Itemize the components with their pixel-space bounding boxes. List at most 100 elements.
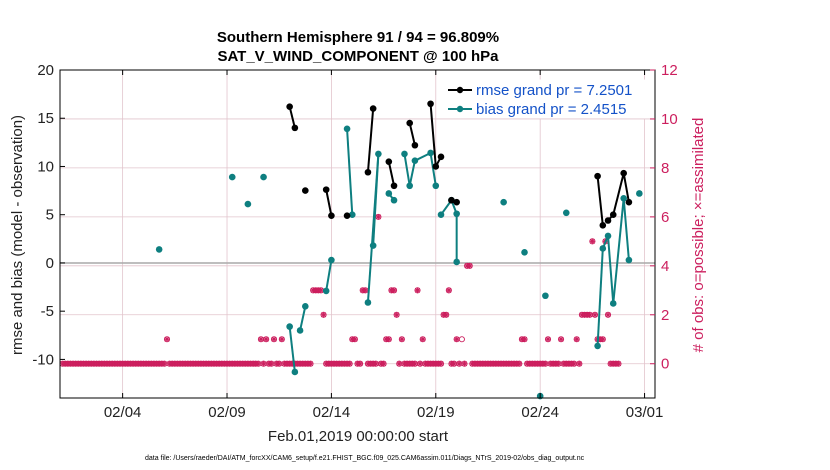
axes: 02/04 02/09 02/14 02/19 02/24 03/01 -10 -5 0 5 10 1… [32,62,677,421]
obs-assimilated-marker [279,336,285,343]
obs-assimilated-marker [605,311,611,318]
rmse-line-segment [387,161,396,186]
y-tick-label: 10 [37,158,54,175]
bias-point [406,182,413,190]
obs-assimilated-marker [446,287,452,294]
legend-box [441,79,648,119]
obs-assimilated-marker [352,336,358,343]
bias-point [401,150,408,158]
rmse-line-segment [288,106,296,129]
obs-assimilated-marker [268,360,275,367]
rmse-point [604,217,612,224]
bias-point [500,198,507,206]
rmse-point [328,212,335,219]
bias-point [562,209,570,217]
bias-point [343,125,351,133]
obs-assimilated-marker [600,336,606,343]
legend-rmse-marker [456,86,464,94]
legend-bias-marker [456,105,464,113]
rmse-line-segment [612,172,625,215]
x-tick-label: 02/19 [417,404,455,421]
chart-subtitle: SAT_V_WIND_COMPONENT @ 100 hPa [217,48,499,65]
rmse-point [448,196,455,204]
rmse-point [302,187,309,194]
rmse-line-segment [408,122,416,146]
x-tick-label: 03/01 [626,404,664,421]
x-axis-label: Feb.01,2019 00:00:00 start [268,428,449,445]
bias-point [453,258,460,266]
bias-point [328,256,335,264]
y-tick-label: 5 [46,207,54,224]
obs-assimilated-marker [456,360,463,367]
bias-line-segment [346,128,354,215]
rmse-line-segment [622,173,630,203]
obs-assimilated-marker [380,360,387,367]
bias-point [385,190,393,197]
bias-point [291,368,299,376]
bias-point [348,211,356,219]
rmse-point [599,222,607,229]
obs-assimilated-marker [318,287,324,294]
obs-assimilated-marker [558,336,564,343]
obs-assimilated-marker [586,311,593,318]
obs-assimilated-marker [589,238,596,245]
rmse-line-segment [596,176,604,226]
y-tick-right-label: 4 [661,258,669,275]
obs-assimilated-marker [438,360,444,367]
y-tick-label: 0 [46,255,54,272]
bias-point [302,303,309,310]
obs-count-series [59,213,622,367]
obs-assimilated-marker [307,360,314,367]
y-tick-label: -5 [41,303,54,320]
plot-frame [59,69,656,399]
obs-assimilated-marker [451,360,457,367]
rmse-point [432,163,440,170]
bias-point [521,249,528,256]
x-tick-label: 02/09 [208,404,246,421]
obs-assimilated-marker [396,360,403,367]
obs-assimilated-marker [592,311,598,318]
obs-assimilated-marker [453,336,460,343]
rmse-point [291,124,299,132]
obs-assimilated-marker [375,214,382,220]
obs-assimilated-marker [573,336,580,343]
y-axis-label: rmse and bias (model - observation) [9,115,26,355]
x-tick-label: 02/14 [313,404,351,421]
x-tick-label: 02/04 [104,404,142,421]
rmse-point [322,186,330,193]
bias-point [609,300,617,307]
bias-line-segment [596,248,604,346]
bias-point [636,190,643,197]
obs-assimilated-marker [357,360,363,367]
obs-assimilated-marker [576,360,583,367]
bias-point [260,173,267,181]
obs-assimilated-marker [164,336,170,343]
rmse-point [385,158,393,165]
bias-point [432,182,440,190]
bias-line-segment [612,198,625,304]
bias-line-segment [403,153,411,186]
bias-series [155,125,643,400]
obs-assimilated-marker [521,336,528,343]
bias-point [369,242,377,249]
y-tick-right-label: 10 [661,111,678,128]
rmse-point [625,198,633,206]
obs-assimilated-marker [372,360,379,367]
obs-assimilated-marker [443,311,450,318]
rmse-point [609,211,617,219]
rmse-point [620,169,627,177]
obs-assimilated-marker [414,287,421,294]
obs-assimilated-marker [346,360,353,367]
bias-point [599,245,607,252]
bias-line-segment [288,326,296,373]
bias-point [244,200,252,208]
legend-rmse-label: rmse grand pr = 7.2501 [476,82,632,99]
rmse-series [286,100,633,229]
obs-assimilated-marker [276,360,283,367]
bias-point [427,149,434,157]
bias-point [620,195,627,202]
bias-point [296,327,304,334]
obs-assimilated-marker [571,360,577,367]
y-tick-right-label: 12 [661,62,678,79]
